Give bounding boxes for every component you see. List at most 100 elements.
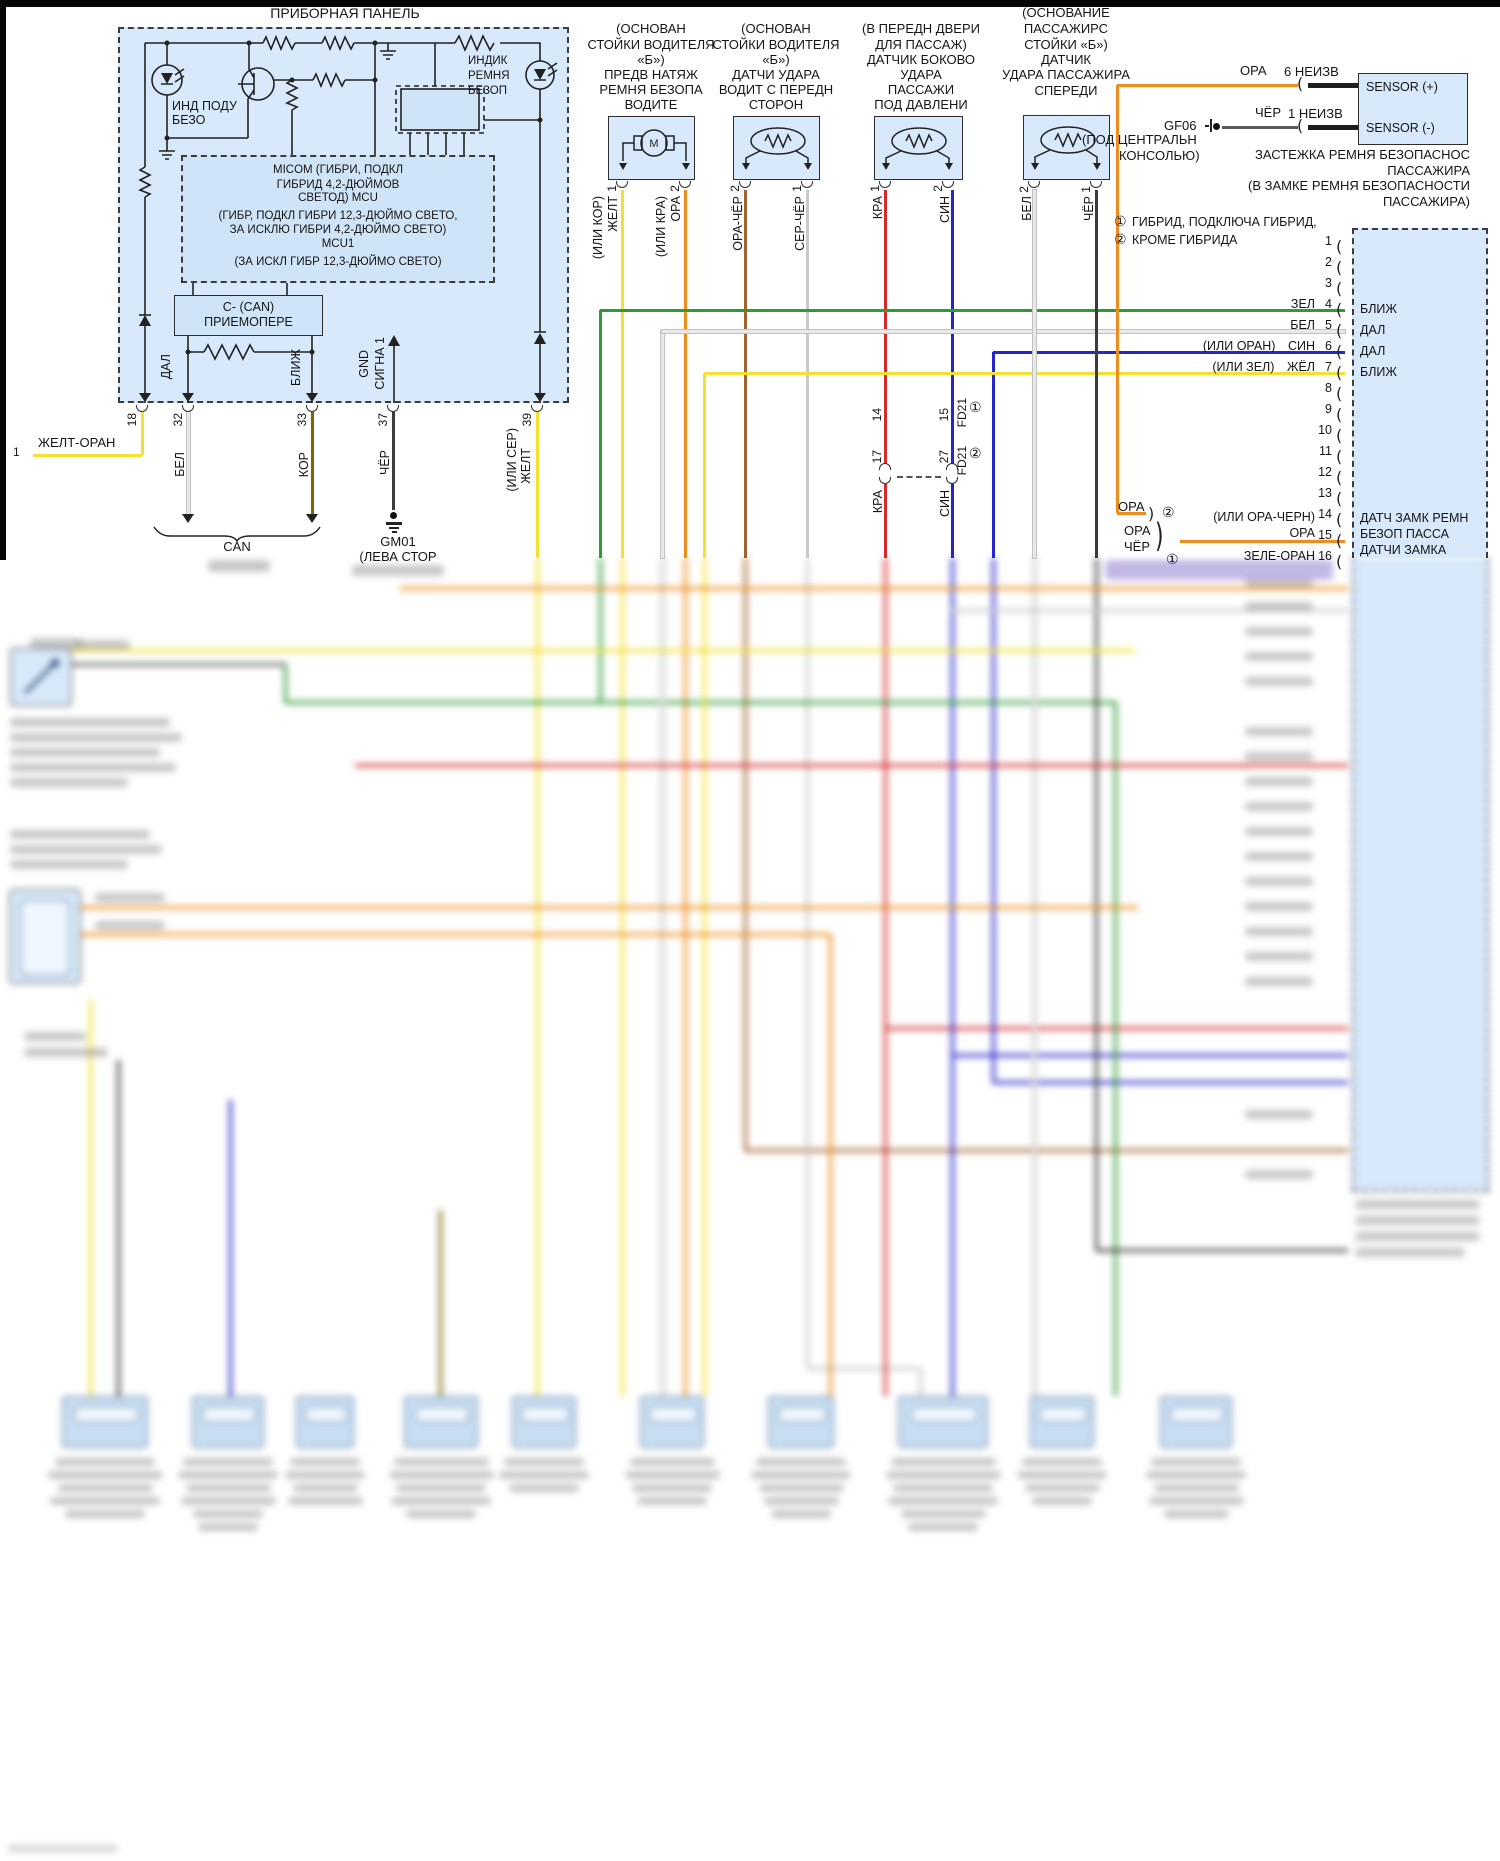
blurred-box-label	[292, 1484, 358, 1492]
blurred-box-label	[1022, 1458, 1102, 1466]
wire-ser-chyorb	[807, 1366, 920, 1370]
wire-gray-stub	[950, 608, 1348, 612]
blurred-box-label	[499, 1471, 589, 1479]
wire-yel-long	[35, 648, 1135, 652]
sensor3-pin2: 2	[931, 185, 945, 192]
wire-label-zhelt-oran: ЖЕЛТ-ОРАН	[38, 435, 116, 450]
note-2-marker: ②	[1162, 504, 1175, 520]
wire-gf06-wire	[1222, 125, 1298, 129]
micom-line: MICOM (ГИБРИ, ПОДКЛ	[273, 164, 403, 176]
blurred-text	[1355, 1216, 1480, 1225]
blurred-text	[1245, 777, 1313, 786]
chyor-stub-label: ЧЁР	[1124, 539, 1151, 554]
wire-zhelt-oran-18	[140, 412, 144, 455]
sensor2-header: ДАТЧИ УДАРА	[732, 67, 820, 82]
pin-number-18: 18	[125, 413, 139, 427]
sensor2-header: (ОСНОВАН	[741, 21, 811, 36]
connector-box-inner	[1169, 1406, 1225, 1423]
gf06-bar	[1210, 119, 1212, 132]
note-1-marker: ①	[969, 399, 982, 415]
blurred-box-label	[1032, 1497, 1092, 1505]
airbag-lamp-label-1: ИНД ПОДУ	[172, 99, 237, 113]
blurred-box-label	[65, 1510, 145, 1518]
wire-ora-sensor	[1115, 85, 1119, 513]
blurred-box-label	[287, 1497, 363, 1505]
blurred-box-label	[632, 1484, 712, 1492]
blurred-box-label	[751, 1471, 851, 1479]
blurred-text	[1355, 1248, 1465, 1257]
gm01-ground-bar3	[392, 531, 397, 533]
pin-inner-label: БЛИЖ	[1360, 302, 1397, 316]
sensor2-header: ВОДИТ С ПЕРЕДН	[718, 82, 834, 97]
wire-zhyol-7	[704, 371, 1345, 375]
gf06-dot	[1213, 123, 1220, 130]
sensor4-header: ПАССАЖИРС	[1023, 21, 1109, 36]
connector-bracket: (	[1297, 116, 1304, 135]
blurred-box-label	[55, 1458, 155, 1466]
wire-label: СЕР-ЧЁР	[793, 196, 807, 251]
connector-box-inner	[648, 1406, 698, 1423]
blurred-text	[1245, 977, 1313, 986]
wire-ora-chyorb	[745, 1148, 1348, 1152]
blurred-box-label	[396, 1484, 486, 1492]
blurred-box-label	[393, 1458, 489, 1466]
blurred-text	[1245, 952, 1313, 961]
blurred-box-label	[888, 1497, 998, 1505]
can-transceiver-line2: ПРИЕМОПЕРЕ	[204, 315, 293, 329]
blurred-text	[1245, 752, 1313, 761]
wire-bel-b4b	[1032, 558, 1036, 1396]
blurred-box-label	[756, 1458, 846, 1466]
blurred-text	[24, 1048, 108, 1057]
connector-pin-bracket: (	[1336, 363, 1343, 382]
blurred-text	[1355, 1232, 1480, 1241]
wire-ser-chyorb	[805, 558, 809, 1368]
dal-signal-label: ДАЛ	[159, 354, 173, 380]
blurred-connector-box	[640, 1396, 704, 1448]
wire-label: ЧЁР	[1082, 196, 1096, 222]
buckle-caption: ЗАСТЕЖКА РЕМНЯ БЕЗОПАСНОС	[1255, 147, 1470, 162]
gnd-signal-label: GND	[357, 350, 371, 378]
blurred-connector-box	[898, 1396, 988, 1448]
scan-border-left	[0, 0, 6, 560]
pin-wire-label: БЕЛ	[1290, 318, 1315, 332]
sensor4-header: ДАТЧИК	[1041, 52, 1091, 67]
blurred-box-label	[900, 1510, 986, 1518]
blurred-box-label	[388, 1471, 494, 1479]
wire-bel-5	[662, 329, 1345, 333]
blurred-text	[1355, 1200, 1480, 1209]
connector-pin-bracket: (	[1336, 384, 1343, 403]
blurred-left-component-b	[9, 889, 81, 984]
blurred-text	[95, 893, 165, 902]
connector-pin-number-16: 16	[1318, 549, 1332, 563]
fd21-label: FD21	[955, 398, 969, 428]
sensor3-header: ДЛЯ ПАССАЖ)	[875, 37, 967, 52]
wire-sin2b	[991, 558, 995, 1082]
micom-line: (ГИБР, ПОДКЛ ГИБРИ 12,3-ДЮЙМО СВЕТО,	[218, 210, 458, 222]
blurred-box-label	[908, 1523, 978, 1531]
resistor-sensor-symbol	[1031, 126, 1101, 170]
wire-sinb	[950, 558, 954, 1396]
blurred-text	[10, 733, 182, 742]
resistor-sensor-symbol	[742, 127, 812, 170]
gf06-tick	[1205, 125, 1209, 127]
connector-pin-bracket: (	[1336, 552, 1343, 571]
connector-pin-number-15: 15	[1318, 528, 1332, 542]
note-1-marker: ①	[1166, 551, 1179, 567]
note-2-marker: ②	[1114, 231, 1127, 247]
blurred-text	[1245, 602, 1313, 611]
buckle-switch-connector-box	[1352, 228, 1488, 558]
blurred-text	[24, 1032, 86, 1041]
inline-pin-14: 14	[870, 408, 884, 422]
pin-number-32: 32	[171, 413, 185, 427]
wire-zelb	[285, 700, 1115, 704]
gm01-label: GM01	[380, 534, 416, 549]
connector-pin-number-11: 11	[1319, 444, 1332, 458]
wire-label-chyor: ЧЁР	[378, 450, 392, 476]
gm01-ground-bar1	[386, 522, 402, 525]
blurred-text	[1245, 852, 1313, 861]
micom-line: (ЗА ИСКЛ ГИБР 12,3-ДЮЙМО СВЕТО)	[234, 256, 442, 268]
sensor4-pin1: 1	[1079, 186, 1093, 193]
pin-inner-label: ДАЛ	[1360, 323, 1386, 337]
wire-bel-b4	[1032, 190, 1036, 558]
sensor4-header: СТОЙКИ «Б»)	[1024, 37, 1108, 52]
